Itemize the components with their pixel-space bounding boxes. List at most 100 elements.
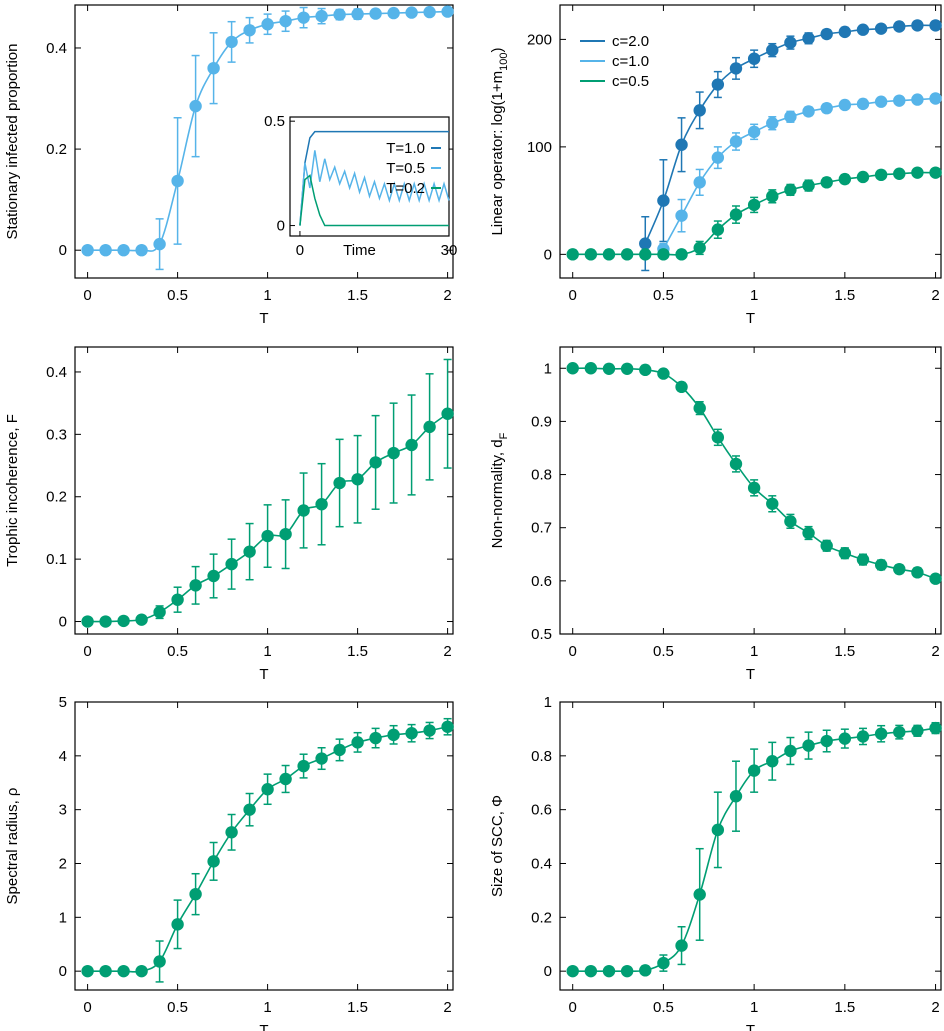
x-tick-label: 2 — [931, 287, 939, 304]
data-point — [441, 407, 454, 420]
data-point — [911, 166, 924, 179]
y-axis-label-text: Linear operator: log(1+m — [489, 71, 506, 236]
inset-series-line — [299, 150, 450, 226]
series-c=0.5 — [566, 166, 942, 261]
data-point — [153, 237, 166, 251]
data-point — [441, 5, 454, 18]
data-point — [802, 179, 815, 192]
x-tick-label: 2 — [443, 643, 451, 660]
data-point — [189, 579, 202, 592]
data-point — [729, 135, 743, 148]
x-tick-label: 0.5 — [167, 287, 188, 304]
x-tick-label: 1.5 — [347, 999, 368, 1016]
data-point — [929, 19, 942, 32]
data-point — [874, 168, 888, 182]
inset-legend: T=1.0 T=0.5 T=0.2 — [386, 140, 441, 197]
data-point — [729, 208, 743, 221]
data-point — [333, 743, 346, 757]
data-point — [225, 826, 238, 839]
data-point — [351, 473, 364, 486]
data-point — [784, 515, 797, 528]
data-point — [315, 498, 328, 511]
data-point — [657, 367, 670, 380]
y-tick-label: 0.2 — [46, 141, 67, 158]
data-point — [820, 176, 833, 189]
data-point — [856, 97, 870, 111]
data-point — [729, 790, 743, 803]
data-point — [784, 744, 797, 758]
x-tick-label: 1.5 — [834, 643, 855, 660]
data-point — [929, 166, 942, 179]
x-tick-label: 1 — [750, 643, 758, 660]
x-tick-label: 1 — [263, 999, 271, 1016]
x-tick-label: 0.5 — [653, 287, 674, 304]
data-point — [893, 562, 906, 576]
series-c=1.0 — [657, 92, 942, 256]
data-point — [333, 8, 346, 21]
data-point — [929, 572, 942, 585]
y-axis-label: Linear operator: log(1+m100) — [489, 47, 510, 235]
data-point — [874, 727, 888, 740]
data-point — [279, 772, 292, 786]
inset-x-axis-label: Time — [343, 242, 376, 259]
data-point — [747, 198, 761, 212]
x-axis-label: T — [746, 666, 755, 683]
y-axis-label: Non-normality, dF — [489, 432, 510, 548]
plot-frame — [559, 346, 942, 635]
data-point — [297, 759, 310, 773]
data-point — [261, 18, 274, 31]
y-tick-label: 0.1 — [46, 551, 67, 568]
data-point — [602, 964, 616, 978]
x-tick-label: 0 — [569, 287, 577, 304]
data-point — [747, 481, 761, 495]
series-line — [572, 367, 936, 580]
y-tick-label: 0.2 — [531, 909, 552, 926]
data-point — [675, 209, 688, 222]
x-tick-label: 1 — [750, 287, 758, 304]
y-tick-label: 0 — [544, 246, 552, 263]
x-tick-label: 0 — [569, 643, 577, 660]
x-tick-label: 1.5 — [347, 643, 368, 660]
y-tick-label: 0 — [59, 242, 67, 259]
data-point — [171, 174, 184, 188]
data-point — [153, 955, 166, 968]
y-axis-label-subscript: F — [498, 432, 510, 439]
x-tick-label: 2 — [443, 999, 451, 1016]
data-point — [766, 43, 779, 57]
data-point — [243, 24, 256, 37]
chart-panel-bottom-left: 0 0.5 1 1.5 2 0 1 2 3 4 5 T Spectral radius, ρ — [4, 694, 454, 1031]
data-point — [117, 243, 130, 257]
x-tick-label: 0 — [83, 643, 91, 660]
series-data-0 — [81, 358, 454, 628]
data-point — [639, 964, 652, 977]
data-point — [874, 95, 888, 108]
data-point — [135, 243, 148, 257]
plot-frame — [74, 4, 454, 279]
y-tick-label: 0.4 — [46, 364, 67, 381]
y-tick-label: 0.4 — [46, 40, 67, 57]
data-point — [369, 731, 382, 745]
x-axis-label: T — [746, 1022, 755, 1031]
data-point — [838, 732, 852, 745]
data-point — [135, 964, 148, 978]
x-tick-label: 1 — [263, 643, 271, 660]
data-point — [711, 431, 725, 444]
x-axis-label: T — [259, 310, 268, 327]
data-point — [423, 5, 436, 19]
x-tick-label: 0 — [83, 287, 91, 304]
data-point — [369, 7, 382, 20]
data-point — [333, 476, 346, 490]
x-axis-label: T — [746, 310, 755, 327]
series-data-0 — [81, 717, 454, 983]
y-tick-label: 0.8 — [531, 748, 552, 765]
y-tick-label: 3 — [59, 802, 67, 819]
y-axis-label-subscript: 100 — [498, 52, 510, 70]
data-point — [838, 25, 852, 39]
data-point — [261, 529, 274, 543]
data-point — [620, 964, 634, 978]
x-tick-label: 1 — [263, 287, 271, 304]
data-point — [405, 727, 418, 740]
data-point — [729, 457, 743, 471]
y-tick-label: 0 — [59, 963, 67, 980]
